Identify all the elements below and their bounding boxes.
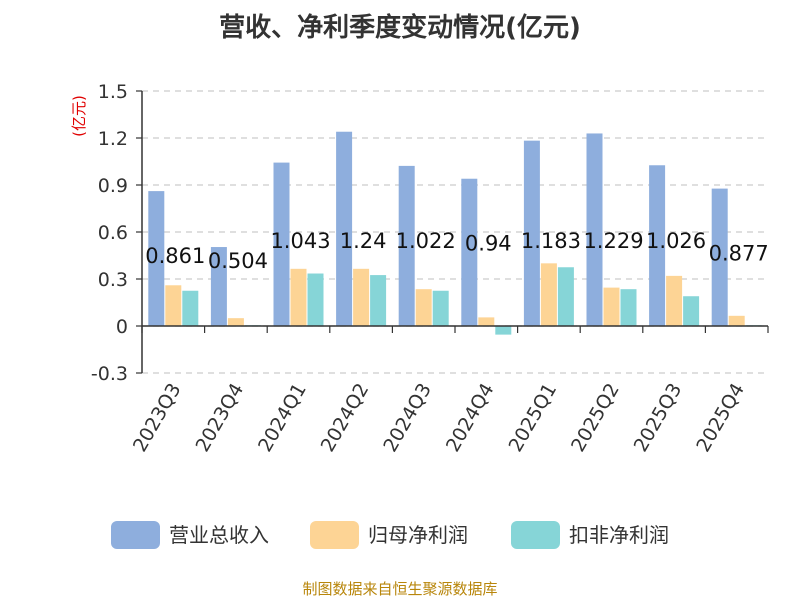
legend-swatch [111,521,160,549]
bar-营业总收入-2025Q4 [711,188,728,326]
y-tick-label: 1.2 [98,128,128,150]
data-label: 1.043 [270,229,330,253]
legend-label: 营业总收入 [169,523,269,547]
bar-营业总收入-2025Q3 [649,165,666,326]
legend-label: 归母净利润 [368,523,468,547]
bar-营业总收入-2024Q1 [273,162,290,326]
bar-营业总收入-2023Q3 [148,191,165,326]
legend-swatch [511,521,560,549]
bar-扣非净利润-2024Q4 [495,326,512,335]
data-label: 0.861 [145,244,205,268]
bar-归母净利润-2025Q4 [728,315,745,326]
bar-营业总收入-2025Q2 [586,133,603,326]
x-tick-label: 2023Q4 [191,380,248,456]
bar-归母净利润-2024Q2 [353,268,370,326]
bar-扣非净利润-2025Q1 [557,267,574,326]
chart-title: 营收、净利季度变动情况(亿元) [219,12,581,43]
bar-营业总收入-2024Q2 [336,131,353,326]
bar-扣非净利润-2023Q3 [182,290,199,326]
y-tick-label: 0.6 [98,222,128,244]
data-label: 0.504 [208,249,268,273]
y-tick-label: 0.9 [98,175,128,197]
x-tick-label: 2024Q4 [442,380,499,456]
bar-营业总收入-2024Q3 [398,165,415,326]
bar-归母净利润-2023Q3 [165,285,182,326]
x-tick-label: 2025Q4 [692,380,749,456]
x-tick-label: 2025Q1 [504,380,561,456]
bar-营业总收入-2024Q4 [461,178,478,326]
legend: 营业总收入 归母净利润 扣非净利润 [111,521,669,549]
bar-扣非净利润-2025Q3 [683,296,700,326]
bar-归母净利润-2025Q1 [540,263,557,326]
source-footer: 制图数据来自恒生聚源数据库 [302,580,497,598]
bars [148,131,762,335]
data-label: 1.183 [521,229,581,253]
y-tick-label: 0 [116,316,128,338]
bar-归母净利润-2024Q4 [478,317,495,326]
bar-归母净利润-2024Q1 [290,268,307,326]
y-tick-label: -0.3 [91,363,128,385]
legend-swatch [310,521,359,549]
bar-扣非净利润-2024Q1 [307,273,324,326]
x-tick-label: 2025Q2 [567,380,624,456]
bar-扣非净利润-2024Q3 [432,290,449,326]
x-tick-label: 2025Q3 [630,380,687,456]
bar-归母净利润-2024Q3 [415,289,432,326]
y-unit-label: (亿元) [70,95,88,137]
bar-扣非净利润-2025Q2 [620,289,637,326]
x-tick-label: 2024Q2 [317,380,374,456]
bar-营业总收入-2025Q1 [523,140,540,326]
y-tick-label: 1.5 [98,81,128,103]
data-label: 1.24 [340,229,387,253]
data-label: 1.022 [396,229,456,253]
bar-营业总收入-2023Q4 [210,247,227,326]
data-label: 1.229 [583,229,643,253]
data-label: 1.026 [646,229,706,253]
bar-归母净利润-2025Q3 [666,275,683,326]
x-tick-label: 2024Q3 [379,380,436,456]
data-label: 0.94 [465,232,512,256]
bar-扣非净利润-2024Q2 [370,275,387,326]
x-tick-label: 2024Q1 [254,380,311,456]
bar-归母净利润-2023Q4 [227,318,244,326]
bar-归母净利润-2025Q2 [603,287,620,326]
x-tick-label: 2023Q3 [129,380,186,456]
y-tick-label: 0.3 [98,269,128,291]
data-label: 0.877 [709,242,769,266]
legend-label: 扣非净利润 [569,523,669,547]
